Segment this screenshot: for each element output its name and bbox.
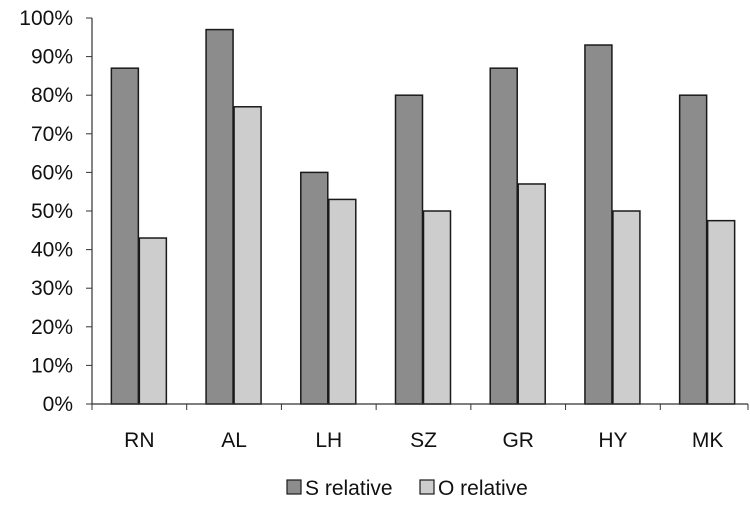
legend-swatch-o-relative <box>419 479 435 495</box>
bar-o-relative-mk <box>706 219 736 405</box>
bar-s-relative-hy <box>584 44 613 405</box>
bar-o-relative-rn <box>138 237 168 405</box>
x-axis-labels: RN AL LH SZ GR HY MK <box>124 429 723 452</box>
bar-o-relative-lh <box>328 198 357 405</box>
bar-o-relative-hy <box>612 210 641 405</box>
bar-s-relative-lh <box>300 171 329 405</box>
bar-s-relative-mk <box>678 94 708 405</box>
x-tick-label: SZ <box>410 429 437 452</box>
y-tick-label: 80% <box>31 84 73 107</box>
bar-s-relative-sz <box>394 94 424 405</box>
y-tick-label: 50% <box>31 200 73 223</box>
y-tick-label: 60% <box>31 161 73 184</box>
x-tick-label: MK <box>692 429 724 452</box>
bar-o-relative-sz <box>422 210 452 405</box>
bar-s-relative-gr <box>489 67 518 405</box>
legend-swatch-s-relative <box>286 479 302 495</box>
y-tick-label: 40% <box>31 239 73 262</box>
bar-s-relative-rn <box>110 67 140 405</box>
legend: S relative O relative <box>286 477 528 500</box>
x-tick-label: AL <box>221 429 247 452</box>
y-tick-label: 0% <box>43 393 73 416</box>
y-tick-label: 90% <box>31 46 73 69</box>
bar-s-relative-al <box>205 28 234 405</box>
y-tick-label: 30% <box>31 277 73 300</box>
bar-o-relative-gr <box>517 183 546 405</box>
legend-label-s-relative: S relative <box>305 477 393 500</box>
x-tick-label: LH <box>315 429 342 452</box>
x-tick-label: HY <box>598 429 627 452</box>
y-tick-label: 100% <box>19 7 73 30</box>
x-tick-label: GR <box>502 429 534 452</box>
bar-o-relative-al <box>233 106 262 405</box>
y-tick-label: 70% <box>31 123 73 146</box>
x-tick-label: RN <box>124 429 154 452</box>
y-tick-label: 20% <box>31 316 73 339</box>
axes <box>91 18 749 410</box>
legend-label-o-relative: O relative <box>438 477 528 500</box>
y-axis-ticks: 0% 10% 20% 30% 40% 50% 60% 70% 80% 90% 100% <box>19 7 92 416</box>
bars <box>110 28 736 405</box>
y-tick-label: 10% <box>31 354 73 377</box>
